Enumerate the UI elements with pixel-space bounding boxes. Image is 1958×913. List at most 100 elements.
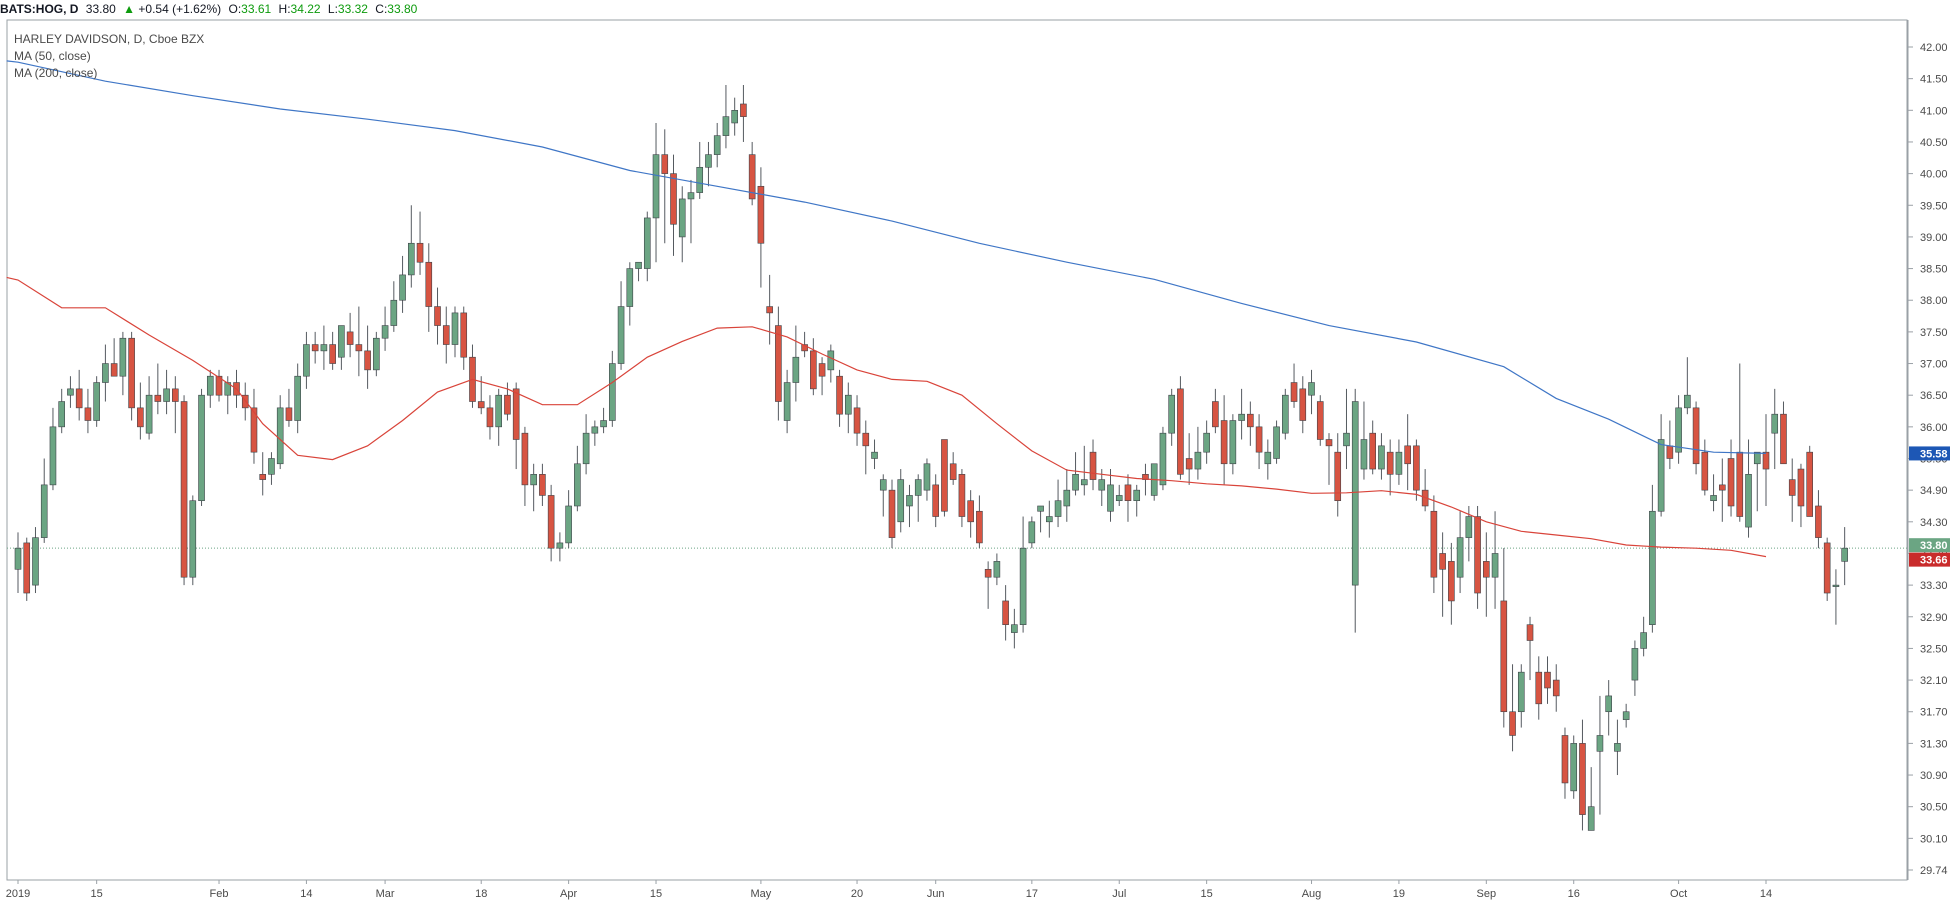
legend-ma50: MA (50, close)	[14, 49, 91, 63]
candle-up	[600, 420, 607, 428]
candle-down	[477, 401, 485, 409]
price-tick-label: 32.10	[1920, 675, 1948, 687]
time-tick-label: Apr	[560, 888, 577, 900]
candle-down	[1579, 743, 1586, 815]
candles	[14, 84, 1848, 831]
candle-up	[32, 537, 39, 586]
candle-down	[180, 401, 188, 578]
price-tick-label: 34.30	[1920, 517, 1948, 529]
price-tick-label: 37.00	[1920, 359, 1948, 371]
candle-down	[1762, 451, 1770, 470]
candle-down	[128, 337, 135, 409]
candle-up	[1684, 394, 1691, 409]
price-tick-label: 30.50	[1920, 802, 1948, 814]
candle-up	[652, 154, 660, 219]
candle-down	[521, 432, 529, 486]
candle-down	[984, 568, 992, 578]
candle-up	[276, 407, 284, 465]
candle-up	[1491, 553, 1499, 578]
candle-down	[1500, 600, 1508, 713]
price-tick-label: 39.00	[1920, 232, 1948, 244]
candle-up	[338, 325, 345, 358]
candle-down	[1544, 671, 1551, 689]
candle-up	[1343, 432, 1350, 447]
time-tick-label: Feb	[210, 888, 229, 900]
candle-up	[678, 198, 686, 238]
candle-down	[967, 500, 974, 523]
candle-up	[399, 274, 406, 301]
candle-up	[844, 394, 852, 415]
candle-down	[748, 154, 756, 200]
candle-down	[1089, 451, 1097, 480]
candle-up	[914, 479, 922, 496]
candle-up	[731, 110, 738, 124]
candle-down	[1413, 445, 1420, 491]
price-tick-label: 39.50	[1920, 200, 1948, 212]
candle-up	[1046, 516, 1053, 523]
price-tick-label: 42.00	[1920, 42, 1948, 54]
time-tick-label: Oct	[1670, 888, 1687, 900]
candle-down	[1788, 479, 1796, 496]
candle-down	[311, 344, 319, 352]
candle-up	[1631, 648, 1639, 681]
candle-down	[250, 407, 258, 453]
candle-up	[1107, 484, 1114, 512]
candle-up	[687, 192, 695, 200]
chart-legend: HARLEY DAVIDSON, D, Cboe BZX MA (50, clo…	[14, 31, 204, 82]
candle-down	[766, 306, 773, 314]
candle-up	[722, 116, 730, 136]
candle-down	[1386, 451, 1394, 475]
price-tick-label: 32.50	[1920, 643, 1948, 655]
candle-up	[1072, 474, 1079, 491]
candle-up	[871, 451, 878, 459]
candle-down	[1483, 561, 1490, 578]
candle-up	[381, 325, 389, 339]
candle-down	[1002, 600, 1009, 625]
candle-up	[1675, 407, 1682, 453]
candle-down	[818, 363, 826, 377]
candle-down	[1247, 413, 1254, 428]
time-tick-label: 19	[1393, 888, 1405, 900]
candle-up	[1614, 743, 1621, 752]
candle-up	[1159, 432, 1167, 486]
candle-up	[294, 375, 301, 421]
candle-down	[512, 388, 520, 440]
candle-up	[906, 495, 913, 507]
candle-up	[609, 363, 616, 421]
candle-down	[1474, 516, 1481, 594]
candle-down	[1806, 451, 1813, 517]
candle-down	[154, 394, 162, 402]
time-tick-label: May	[751, 888, 772, 900]
candle-down	[539, 474, 546, 496]
candle-up	[1264, 451, 1272, 465]
candle-up	[1194, 451, 1202, 470]
candle-down	[1255, 426, 1263, 453]
candle-down	[364, 350, 371, 371]
candle-down	[775, 325, 782, 402]
candle-up	[1771, 413, 1779, 434]
candle-up	[102, 363, 109, 383]
price-tick-label: 29.74	[1920, 865, 1948, 877]
candle-down	[836, 375, 843, 415]
open-label: O:	[228, 2, 242, 16]
candle-up	[1360, 439, 1368, 470]
candle-up	[696, 166, 704, 193]
candle-up	[1203, 432, 1210, 453]
price-tag-label-ma200: 35.58	[1920, 448, 1948, 460]
candle-up	[1133, 489, 1141, 502]
time-tick-label: 17	[1026, 888, 1038, 900]
low-value: 33.32	[337, 2, 368, 16]
price-tag-label-ma50: 33.66	[1920, 555, 1948, 567]
candle-up	[1622, 711, 1630, 720]
time-tick-label: Jun	[927, 888, 945, 900]
candle-up	[643, 217, 651, 269]
candle-down	[346, 331, 354, 345]
candle-up	[1640, 632, 1647, 649]
candle-down	[932, 484, 940, 517]
candle-up	[67, 388, 74, 396]
candle-up	[556, 542, 564, 549]
candle-down	[810, 350, 817, 390]
candle-down	[486, 407, 494, 428]
time-tick-label: 14	[1760, 888, 1772, 900]
